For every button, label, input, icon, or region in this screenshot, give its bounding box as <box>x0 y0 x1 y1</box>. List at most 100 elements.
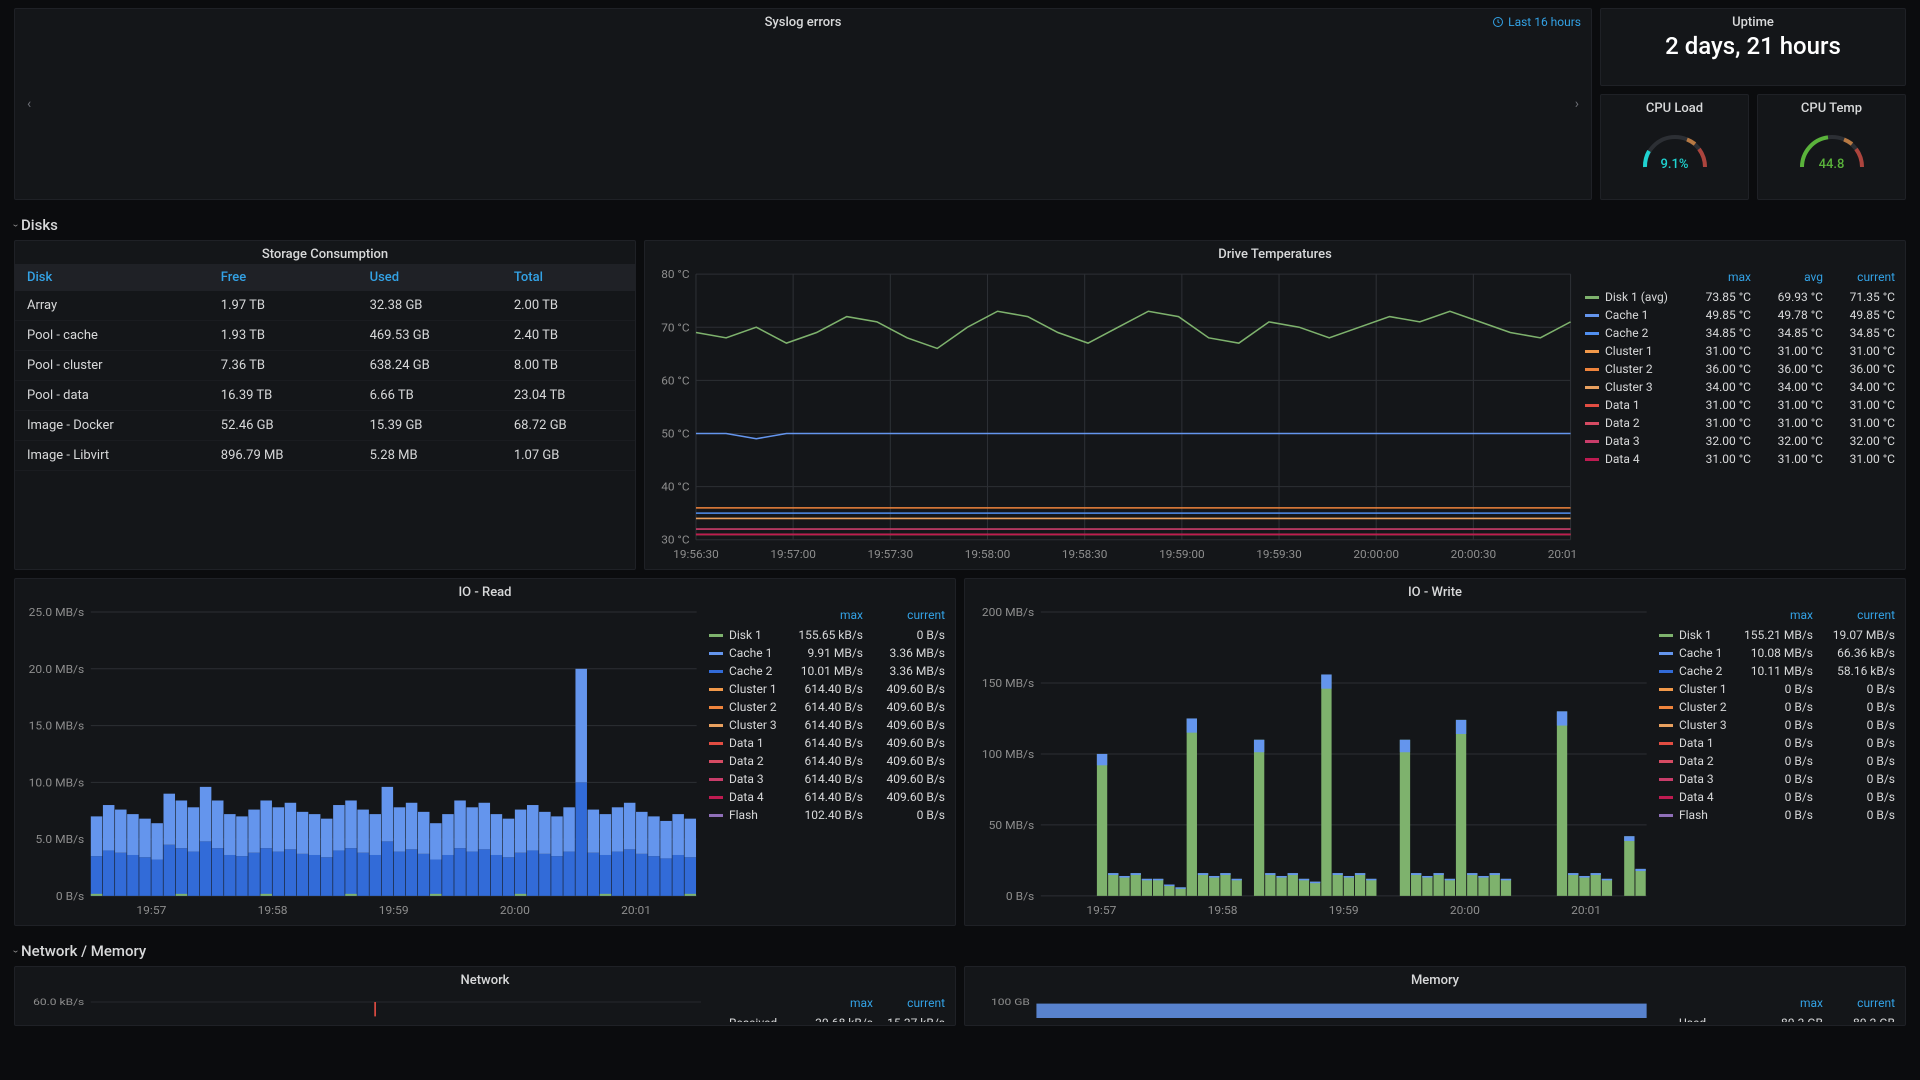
panel-title: IO - Write <box>965 579 1905 602</box>
legend-item[interactable]: Flash0 B/s0 B/s <box>1659 806 1895 824</box>
section-header-disks[interactable]: › Disks <box>14 208 1906 240</box>
legend-item[interactable]: Data 1614.40 B/s409.60 B/s <box>709 734 945 752</box>
legend-item[interactable]: Cluster 131.00 °C31.00 °C31.00 °C <box>1585 342 1895 360</box>
legend-value: 36.00 °C <box>1751 362 1823 376</box>
legend-item[interactable]: Cache 110.08 MB/s66.36 kB/s <box>1659 644 1895 662</box>
legend-value: 34.85 °C <box>1751 326 1823 340</box>
legend-col-header[interactable]: current <box>1823 996 1895 1010</box>
panel-title: Uptime <box>1601 9 1905 32</box>
legend-item[interactable]: Cache 210.01 MB/s3.36 MB/s <box>709 662 945 680</box>
io-read-legend: maxcurrent Disk 1155.65 kB/s0 B/sCache 19… <box>709 602 955 922</box>
panel-title: Syslog errors <box>15 9 1591 32</box>
cpu-temp-gauge: 44.8 <box>1792 122 1872 172</box>
table-cell: Pool - cache <box>15 321 211 351</box>
legend-series-name: Disk 1 <box>1679 628 1731 642</box>
legend-value: 10.11 MB/s <box>1731 664 1813 678</box>
legend-value: 73.85 °C <box>1679 290 1751 304</box>
legend-col-header[interactable]: max <box>1679 270 1751 284</box>
legend-col-header[interactable]: max <box>781 608 863 622</box>
legend-value: 0 B/s <box>1813 718 1895 732</box>
cpu-load-panel[interactable]: CPU Load 9.1% <box>1600 94 1749 200</box>
storage-consumption-panel[interactable]: Storage Consumption DiskFreeUsedTotal Ar… <box>14 240 636 570</box>
uptime-panel[interactable]: Uptime 2 days, 21 hours <box>1600 8 1906 86</box>
table-header[interactable]: Free <box>211 264 360 291</box>
legend-value: 36.00 °C <box>1679 362 1751 376</box>
legend-item[interactable]: Cluster 30 B/s0 B/s <box>1659 716 1895 734</box>
legend-value: 31.00 °C <box>1823 452 1895 466</box>
syslog-errors-panel[interactable]: Syslog errors Last 16 hours ‹ › <box>14 8 1592 200</box>
legend-item[interactable]: Data 231.00 °C31.00 °C31.00 °C <box>1585 414 1895 432</box>
legend-value: 31.00 °C <box>1823 398 1895 412</box>
legend-col-header[interactable]: current <box>1813 608 1895 622</box>
svg-text:150 MB/s: 150 MB/s <box>982 676 1034 689</box>
svg-text:25.0 MB/s: 25.0 MB/s <box>29 606 85 619</box>
legend-series-name: Data 1 <box>729 736 781 750</box>
io-write-panel[interactable]: IO - Write 0 B/s50 MB/s100 MB/s150 MB/s2… <box>964 578 1906 926</box>
legend-col-header[interactable]: max <box>801 996 873 1010</box>
svg-text:19:58:00: 19:58:00 <box>965 547 1011 561</box>
legend-item[interactable]: Received30.68 kB/s15.37 kB/s <box>709 1014 945 1022</box>
legend-value: 614.40 B/s <box>781 718 863 732</box>
legend-item[interactable]: Cache 19.91 MB/s3.36 MB/s <box>709 644 945 662</box>
legend-item[interactable]: Disk 1155.21 MB/s19.07 MB/s <box>1659 626 1895 644</box>
legend-item[interactable]: Data 3614.40 B/s409.60 B/s <box>709 770 945 788</box>
svg-text:19:59:30: 19:59:30 <box>1256 547 1302 561</box>
legend-item[interactable]: Used80.3 GB80.2 GB <box>1659 1014 1895 1022</box>
section-header-network-memory[interactable]: › Network / Memory <box>14 934 1906 966</box>
legend-col-header[interactable]: avg <box>1751 270 1823 284</box>
legend-item[interactable]: Data 4614.40 B/s409.60 B/s <box>709 788 945 806</box>
legend-item[interactable]: Cache 149.85 °C49.78 °C49.85 °C <box>1585 306 1895 324</box>
table-header[interactable]: Total <box>504 264 635 291</box>
table-header[interactable]: Used <box>360 264 504 291</box>
legend-item[interactable]: Disk 1155.65 kB/s0 B/s <box>709 626 945 644</box>
svg-text:19:59:00: 19:59:00 <box>1159 547 1205 561</box>
legend-item[interactable]: Cluster 334.00 °C34.00 °C34.00 °C <box>1585 378 1895 396</box>
legend-item[interactable]: Disk 1 (avg)73.85 °C69.93 °C71.35 °C <box>1585 288 1895 306</box>
legend-swatch <box>709 724 723 727</box>
memory-panel[interactable]: Memory 100 GB maxcurrentUsed80.3 GB80.2 … <box>964 966 1906 1026</box>
time-range-picker[interactable]: Last 16 hours <box>1492 15 1581 29</box>
legend-col-header[interactable]: current <box>873 996 945 1010</box>
legend-value: 31.00 °C <box>1679 452 1751 466</box>
network-panel[interactable]: Network 60.0 kB/s maxcurrentReceived30.6… <box>14 966 956 1026</box>
table-cell: 6.66 TB <box>360 381 504 411</box>
table-cell: Pool - data <box>15 381 211 411</box>
legend-item[interactable]: Data 131.00 °C31.00 °C31.00 °C <box>1585 396 1895 414</box>
legend-col-header[interactable]: current <box>863 608 945 622</box>
legend-item[interactable]: Cluster 20 B/s0 B/s <box>1659 698 1895 716</box>
legend-item[interactable]: Cache 234.85 °C34.85 °C34.85 °C <box>1585 324 1895 342</box>
legend-swatch <box>709 1022 723 1023</box>
legend-item[interactable]: Cluster 236.00 °C36.00 °C36.00 °C <box>1585 360 1895 378</box>
legend-value: 19.07 MB/s <box>1813 628 1895 642</box>
svg-text:20.0 MB/s: 20.0 MB/s <box>29 662 85 675</box>
legend-item[interactable]: Cluster 2614.40 B/s409.60 B/s <box>709 698 945 716</box>
legend-item[interactable]: Cluster 10 B/s0 B/s <box>1659 680 1895 698</box>
svg-text:60 °C: 60 °C <box>661 374 689 388</box>
legend-item[interactable]: Data 10 B/s0 B/s <box>1659 734 1895 752</box>
table-cell: 8.00 TB <box>504 351 635 381</box>
legend-value: 0 B/s <box>1813 700 1895 714</box>
legend-item[interactable]: Cache 210.11 MB/s58.16 kB/s <box>1659 662 1895 680</box>
legend-col-header[interactable]: current <box>1823 270 1895 284</box>
legend-item[interactable]: Data 332.00 °C32.00 °C32.00 °C <box>1585 432 1895 450</box>
io-write-legend: maxcurrentDisk 1155.21 MB/s19.07 MB/sCac… <box>1659 602 1905 922</box>
drive-temperatures-panel[interactable]: Drive Temperatures 30 °C40 °C50 °C60 °C7… <box>644 240 1906 570</box>
legend-item[interactable]: Cluster 1614.40 B/s409.60 B/s <box>709 680 945 698</box>
legend-item[interactable]: Data 30 B/s0 B/s <box>1659 770 1895 788</box>
cpu-temp-panel[interactable]: CPU Temp 44.8 <box>1757 94 1906 200</box>
legend-col-header[interactable]: max <box>1731 608 1813 622</box>
next-arrow[interactable]: › <box>1571 92 1583 116</box>
io-read-panel[interactable]: IO - Read 0 B/s5.0 MB/s10.0 MB/s15.0 MB/… <box>14 578 956 926</box>
legend-item[interactable]: Data 2614.40 B/s409.60 B/s <box>709 752 945 770</box>
legend-item[interactable]: Data 431.00 °C31.00 °C31.00 °C <box>1585 450 1895 468</box>
legend-item[interactable]: Flash102.40 B/s0 B/s <box>709 806 945 824</box>
legend-item[interactable]: Cluster 3614.40 B/s409.60 B/s <box>709 716 945 734</box>
table-header[interactable]: Disk <box>15 264 211 291</box>
legend-series-name: Cluster 2 <box>1605 362 1679 376</box>
svg-text:50 MB/s: 50 MB/s <box>989 818 1035 831</box>
legend-series-name: Cluster 3 <box>1605 380 1679 394</box>
legend-col-header[interactable]: max <box>1751 996 1823 1010</box>
prev-arrow[interactable]: ‹ <box>23 92 35 116</box>
legend-item[interactable]: Data 40 B/s0 B/s <box>1659 788 1895 806</box>
legend-item[interactable]: Data 20 B/s0 B/s <box>1659 752 1895 770</box>
